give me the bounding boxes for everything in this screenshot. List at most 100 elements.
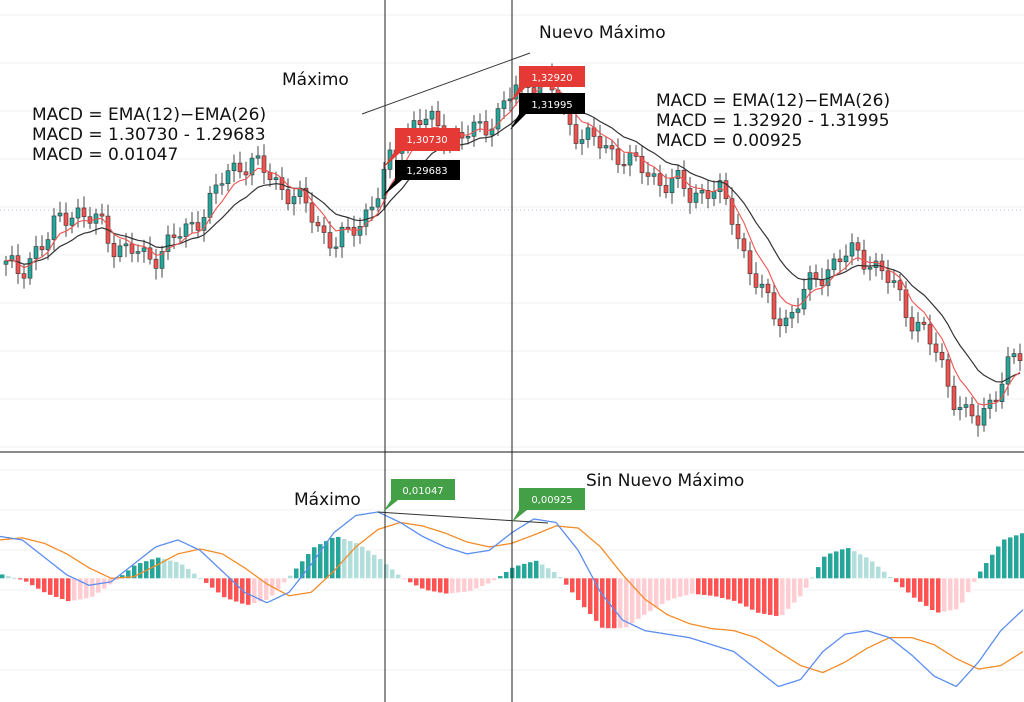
histogram-bar xyxy=(582,578,587,608)
histogram-bar xyxy=(138,563,143,579)
histogram-bar xyxy=(990,554,995,579)
candle-body xyxy=(795,308,801,313)
candle-body xyxy=(21,273,27,279)
histogram-bar xyxy=(810,577,815,579)
tag-ema12-a: 1,30730 xyxy=(383,128,460,168)
histogram-bar xyxy=(864,557,869,579)
candle-body xyxy=(261,155,267,173)
candle-body xyxy=(783,317,789,327)
histogram-bar xyxy=(984,563,989,579)
candle-body xyxy=(723,180,729,199)
candle-body xyxy=(831,258,837,271)
histogram-bar xyxy=(24,578,29,582)
histogram-bar xyxy=(708,578,713,596)
candle-body xyxy=(645,172,651,177)
tag-ema26-a: 1,29683 xyxy=(383,160,460,196)
tag-macd-peak-1: 0,01047 xyxy=(383,479,455,512)
histogram-bar xyxy=(660,578,665,605)
histogram-bar xyxy=(330,537,335,579)
histogram-bar xyxy=(930,578,935,611)
candle-body xyxy=(729,198,735,225)
histogram-bar xyxy=(294,568,299,579)
candle-body xyxy=(633,152,639,157)
candle-body xyxy=(345,226,351,230)
histogram-bar xyxy=(882,571,887,579)
histogram-bar xyxy=(288,575,293,579)
candle-body xyxy=(321,225,327,233)
candle-body xyxy=(501,100,507,109)
histogram-bar xyxy=(186,569,191,579)
histogram-bar xyxy=(870,561,875,579)
candle-body xyxy=(897,280,903,291)
price-pane xyxy=(3,63,1023,437)
histogram-bar xyxy=(402,578,407,580)
candle-body xyxy=(195,222,201,231)
histogram-bar xyxy=(126,570,131,579)
histogram-bar xyxy=(588,578,593,615)
histogram-bar xyxy=(894,578,899,583)
histogram-bar xyxy=(318,544,323,579)
candle-body xyxy=(333,246,339,249)
tag-ema12-b-text: 1,32920 xyxy=(531,73,572,84)
candle-body xyxy=(711,191,717,199)
candle-body xyxy=(1005,356,1011,385)
tag-ema26-b: 1,31995 xyxy=(510,93,585,130)
candle-body xyxy=(381,169,387,200)
histogram-bar xyxy=(840,549,845,579)
candle-body xyxy=(273,177,279,181)
histogram-bar xyxy=(78,578,83,600)
candle-body xyxy=(123,243,129,247)
candle-body xyxy=(291,196,297,205)
histogram-bar xyxy=(876,566,881,579)
histogram-bar xyxy=(60,578,65,600)
candle-body xyxy=(837,258,843,263)
price-high-1-label: Máximo xyxy=(282,70,349,90)
candle-body xyxy=(717,180,723,193)
candle-body xyxy=(903,289,909,318)
histogram-bar xyxy=(1002,539,1007,579)
histogram-bar xyxy=(1020,533,1024,579)
candle-body xyxy=(315,221,321,227)
histogram-bar xyxy=(654,578,659,608)
candle-body xyxy=(789,312,795,319)
histogram-bar xyxy=(474,578,479,589)
candle-body xyxy=(63,212,69,226)
histogram-bar xyxy=(816,567,821,579)
histogram-bar xyxy=(300,561,305,579)
histogram-bar xyxy=(384,564,389,579)
candle-body xyxy=(939,351,945,361)
histogram-bar xyxy=(6,576,11,579)
candle-body xyxy=(465,136,471,139)
candle-body xyxy=(807,272,813,290)
histogram-bar xyxy=(468,578,473,591)
histogram-bar xyxy=(966,578,971,593)
candle-body xyxy=(231,162,237,172)
histogram-bar xyxy=(1008,537,1013,579)
histogram-bar xyxy=(666,578,671,601)
histogram-bar xyxy=(738,578,743,604)
left-formula-line-3: MACD = 0.01047 xyxy=(32,145,178,165)
candle-body xyxy=(219,183,225,186)
histogram-bar xyxy=(720,578,725,598)
histogram-bar xyxy=(84,578,89,599)
histogram-bar xyxy=(750,578,755,610)
histogram-bar xyxy=(678,578,683,597)
histogram-bar xyxy=(672,578,677,599)
histogram-bar xyxy=(798,578,803,597)
candle-body xyxy=(627,152,633,166)
candle-body xyxy=(213,184,219,194)
tag-macd-peak-2: 0,00925 xyxy=(512,488,585,522)
histogram-bar xyxy=(936,578,941,613)
histogram-bar xyxy=(744,578,749,607)
histogram-bar xyxy=(36,578,41,589)
histogram-bar xyxy=(438,578,443,593)
candle-body xyxy=(579,139,585,144)
histogram-bar xyxy=(114,578,119,580)
candle-body xyxy=(189,222,195,225)
candle-body xyxy=(285,189,291,205)
histogram-bar xyxy=(462,578,467,592)
histogram-bar xyxy=(480,578,485,586)
histogram-bar xyxy=(228,578,233,600)
histogram-bar xyxy=(648,578,653,612)
histogram-bar xyxy=(432,578,437,592)
